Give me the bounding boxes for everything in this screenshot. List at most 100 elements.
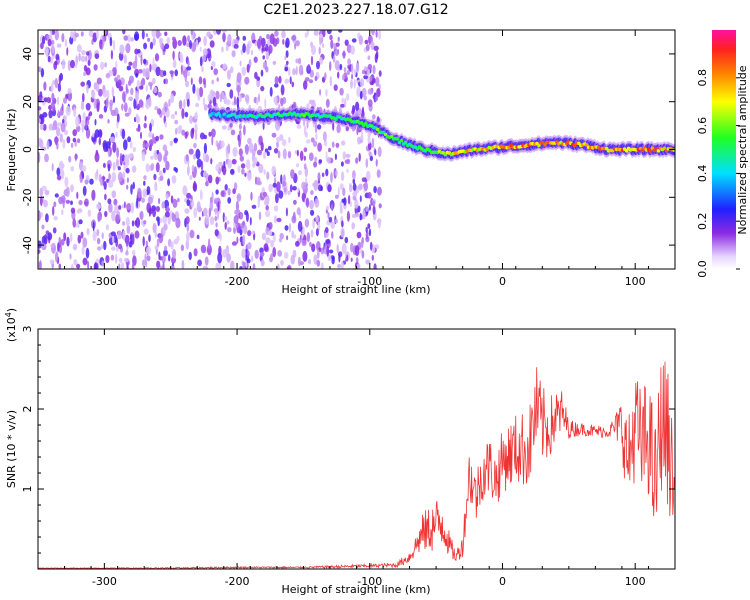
spectrogram-noise-cell — [227, 197, 232, 204]
spectrogram-noise-cell — [175, 127, 178, 135]
spectrogram-noise-cell — [125, 237, 129, 247]
spectrogram-noise-cell — [214, 215, 218, 222]
spectrogram-noise-cell — [226, 82, 231, 88]
spectrogram-noise-cell — [241, 66, 247, 76]
spectrogram-noise-cell — [237, 86, 240, 97]
spectrogram-noise-cell — [269, 33, 275, 45]
spectrogram-noise-cell — [367, 135, 371, 144]
spectrogram-noise-cell — [182, 35, 187, 46]
spectrogram-y-tick-label: 40 — [21, 47, 34, 61]
spectrogram-noise-cell — [359, 195, 362, 203]
spectrogram-noise-cell — [376, 88, 381, 98]
spectrogram-noise-cell — [344, 236, 349, 244]
spectrogram-noise-cell — [262, 191, 268, 198]
spectrogram-noise-cell — [314, 156, 318, 162]
spectrogram-noise-cell — [235, 200, 239, 212]
spectrogram-noise-cell — [251, 230, 255, 235]
spectrogram-noise-cell — [40, 212, 43, 218]
spectrogram-noise-cell — [338, 30, 343, 33]
spectrogram-noise-cell — [313, 254, 318, 265]
snr-x-tick-label: 100 — [625, 575, 646, 588]
snr-y-tick-label: 1 — [21, 486, 34, 493]
spectrogram-noise-cell — [335, 142, 340, 148]
spectrogram-noise-cell — [72, 137, 77, 143]
colorbar-ticks: 0.0 0.2 0.4 0.6 0.8 — [696, 69, 740, 278]
spectrogram-noise-cell — [137, 49, 141, 54]
spectrogram-noise-cell — [58, 236, 61, 246]
spectrogram-noise-cell — [46, 96, 50, 104]
spectrogram-noise-cell — [189, 115, 193, 124]
spectrogram-noise-cell — [70, 200, 73, 206]
spectrogram-noise-cell — [263, 243, 269, 252]
spectrogram-noise-cell — [167, 178, 171, 187]
spectrogram-noise-cell — [337, 263, 342, 269]
spectrogram-noise-cell — [370, 41, 375, 50]
spectrogram-noise-cell — [368, 204, 371, 211]
spectrogram-noise-cell — [150, 163, 155, 171]
spectrogram-noise-cell — [139, 210, 144, 221]
spectrogram-noise-cell — [217, 143, 221, 151]
spectrogram-noise-cell — [221, 30, 227, 33]
spectrogram-noise-cell — [217, 201, 220, 212]
spectrogram-noise-cell — [339, 201, 343, 208]
spectrogram-noise-cell — [136, 115, 141, 124]
spectrogram-noise-cell — [132, 60, 138, 70]
spectrogram-noise-cell — [75, 116, 80, 127]
spectrogram-noise-cell — [280, 259, 284, 266]
spectrogram-noise-cell — [113, 234, 118, 244]
spectrogram-noise-cell — [125, 217, 130, 227]
spectrogram-noise-cell — [198, 86, 204, 98]
spectrogram-noise-cell — [230, 260, 235, 269]
spectrogram-noise-cell — [360, 130, 364, 140]
spectrogram-noise-cell — [41, 243, 47, 251]
spectrogram-noise-cell — [233, 226, 236, 234]
spectrogram-noise-cell — [55, 251, 58, 263]
spectrogram-noise-cell — [38, 152, 41, 163]
spectrogram-noise-cell — [188, 148, 194, 155]
spectrogram-noise-cell — [329, 61, 332, 72]
spectrogram-noise-cell — [326, 205, 329, 211]
spectrogram-noise-cell — [80, 231, 84, 239]
spectrogram-noise-cell — [285, 50, 289, 58]
spectrogram-noise-cell — [141, 30, 145, 40]
spectrogram-noise-cell — [119, 44, 125, 55]
spectrogram-noise-cell — [76, 125, 81, 133]
spectrogram-noise-cell — [125, 203, 131, 210]
snr-x-tick-label: -300 — [92, 575, 117, 588]
spectrogram-noise-cell — [83, 71, 86, 77]
spectrogram-noise-cell — [310, 229, 314, 238]
spectrogram-noise-cell — [163, 70, 167, 77]
spectrogram-noise-cell — [103, 240, 107, 251]
spectrogram-noise-cell — [128, 107, 132, 115]
spectrogram-noise-cell — [125, 43, 131, 54]
spectrogram-noise-cell — [313, 30, 319, 36]
spectrogram-noise-cell — [81, 123, 84, 133]
spectrogram-noise-cell — [107, 198, 112, 205]
spectrogram-noise-cell — [355, 101, 360, 112]
spectrogram-noise-cell — [188, 251, 192, 261]
spectrogram-noise-cell — [293, 199, 297, 205]
spectrogram-noise-cell — [187, 165, 190, 176]
spectrogram-noise-cell — [303, 119, 306, 127]
spectrogram-noise-cell — [157, 218, 160, 227]
spectrogram-noise-cell — [159, 134, 164, 140]
spectrogram-noise-cell — [361, 87, 367, 97]
spectrogram-noise-cell — [351, 109, 355, 115]
spectrogram-noise-cell — [291, 35, 297, 41]
spectrogram-noise-cell — [84, 179, 89, 185]
spectrogram-noise-cell — [256, 149, 263, 156]
spectrogram-noise-cell — [221, 140, 225, 148]
spectrogram-noise-cell — [310, 55, 314, 66]
spectrogram-noise-cell — [238, 148, 243, 157]
spectrogram-noise-cell — [115, 132, 118, 138]
spectrogram-noise-cell — [378, 83, 382, 90]
spectrogram-noise-cell — [96, 237, 101, 245]
spectrogram-noise-cell — [141, 197, 146, 203]
spectrogram-noise-cell — [203, 104, 208, 111]
spectrogram-noise-cell — [145, 84, 148, 92]
spectrogram-noise-cell — [209, 40, 215, 48]
spectrogram-noise-cell — [351, 222, 356, 230]
spectrogram-noise-cell — [309, 199, 314, 210]
spectrogram-noise-cell — [282, 180, 287, 187]
spectrogram-noise-cell — [229, 122, 233, 128]
